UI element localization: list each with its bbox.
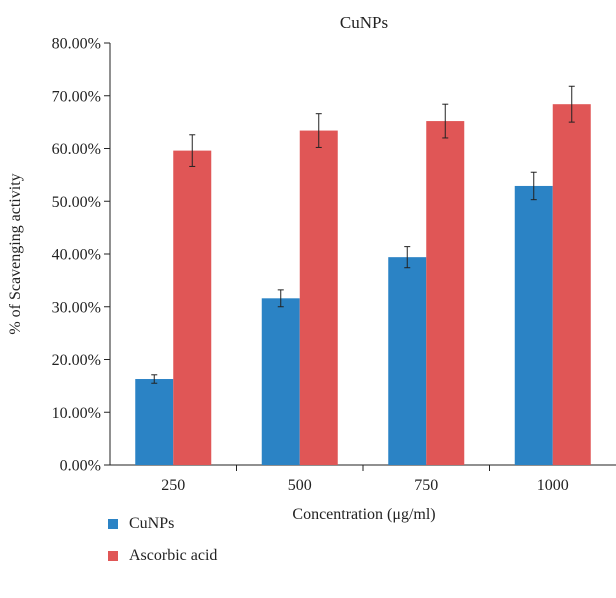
bar-ascorbic-acid-1000 xyxy=(552,104,591,465)
y-tick-label: 10.00% xyxy=(52,405,101,422)
x-tick-label: 250 xyxy=(161,477,185,494)
x-axis-label: Concentration (μg/ml) xyxy=(292,506,435,523)
y-tick-label: 60.00% xyxy=(52,141,101,158)
chart-title: CuNPs xyxy=(340,13,388,32)
legend-label-ascorbic-acid: Ascorbic acid xyxy=(129,547,218,564)
y-tick-label: 80.00% xyxy=(52,36,101,53)
legend-swatch-cunps xyxy=(108,519,118,529)
x-tick-label: 500 xyxy=(288,477,312,494)
y-tick-label: 40.00% xyxy=(52,247,101,264)
bar-ascorbic-acid-750 xyxy=(426,121,465,465)
legend: CuNPs Ascorbic acid xyxy=(108,508,217,572)
bar-cunps-250 xyxy=(135,379,174,465)
bar-cunps-750 xyxy=(388,257,427,465)
bar-ascorbic-acid-250 xyxy=(173,150,212,466)
y-tick-label: 50.00% xyxy=(52,194,101,211)
y-tick-label: 0.00% xyxy=(60,458,101,475)
y-axis-label: % of Scavenging activity xyxy=(7,173,24,334)
legend-label-cunps: CuNPs xyxy=(129,515,175,532)
y-tick-label: 70.00% xyxy=(52,88,101,105)
x-tick-label: 750 xyxy=(414,477,438,494)
y-tick-label: 20.00% xyxy=(52,352,101,369)
y-tick-label: 30.00% xyxy=(52,299,101,316)
bar-cunps-500 xyxy=(261,298,300,465)
legend-item-cunps: CuNPs xyxy=(108,508,217,540)
bar-ascorbic-acid-500 xyxy=(299,130,338,465)
legend-swatch-ascorbic-acid xyxy=(108,551,118,561)
plot-area: 0.00% 10.00% 20.00% 30.00% 40.00% 50.00% 60.00… xyxy=(52,36,616,494)
legend-item-ascorbic-acid: Ascorbic acid xyxy=(108,540,217,572)
x-tick-label: 1000 xyxy=(537,477,569,494)
bar-cunps-1000 xyxy=(514,185,553,465)
